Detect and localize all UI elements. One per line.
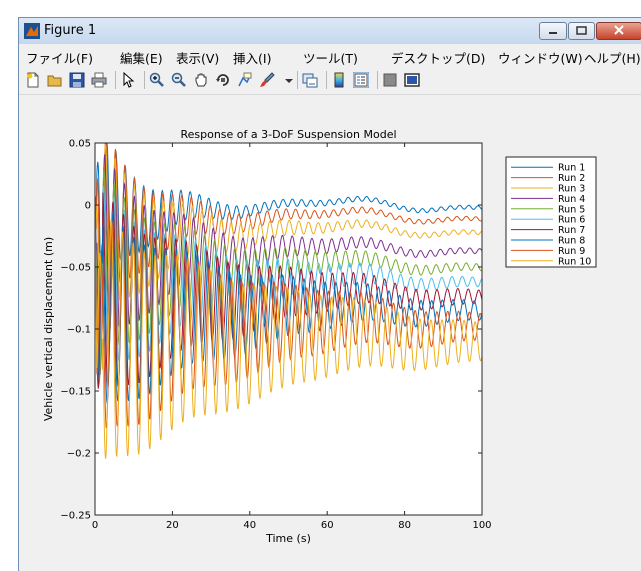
dropdown-arrow-icon[interactable] — [281, 72, 297, 88]
x-tick-label: 40 — [243, 520, 256, 531]
series-line-run-2 — [94, 142, 483, 343]
y-tick-label: −0.25 — [60, 511, 91, 522]
x-tick-label: 80 — [398, 520, 411, 531]
toolbar-separator — [326, 71, 327, 89]
menu-item-5[interactable]: デスクトップ(D) — [391, 51, 486, 66]
toolbar-separator — [377, 71, 378, 89]
show-plot-tools-icon[interactable] — [404, 72, 420, 88]
legend-label-run-9: Run 9 — [558, 246, 585, 257]
save-icon[interactable] — [69, 72, 85, 88]
series-line-run-4 — [94, 154, 483, 376]
rotate-3d-icon[interactable] — [215, 72, 231, 88]
menu-item-4[interactable]: ツール(T) — [303, 51, 358, 66]
menu-item-3[interactable]: 挿入(I) — [233, 51, 272, 66]
maximize-icon — [576, 26, 587, 35]
zoom-in-icon[interactable] — [149, 72, 165, 88]
brush-icon[interactable] — [259, 72, 275, 88]
y-tick-label: 0 — [85, 201, 91, 212]
series-line-run-10 — [94, 206, 483, 459]
y-tick-label: −0.05 — [60, 263, 91, 274]
toolbar-separator — [144, 71, 145, 89]
hide-plot-tools-icon[interactable] — [382, 72, 398, 88]
chart-title: Response of a 3-DoF Suspension Model — [180, 128, 396, 141]
menu-item-1[interactable]: 編集(E) — [120, 51, 163, 66]
x-tick-label: 60 — [321, 520, 334, 531]
legend-label-run-5: Run 5 — [558, 204, 585, 215]
menu-item-7[interactable]: ヘルプ(H) — [584, 51, 641, 66]
window-title: Figure 1 — [44, 23, 97, 38]
print-icon[interactable] — [91, 72, 107, 88]
ticks-layer: 0 20 40 60 80 100 0.05 0 −0.05 −0.1 −0.15 −0.2 −0.25 — [60, 139, 491, 532]
series-line-run-6 — [94, 186, 483, 386]
legend-label-run-8: Run 8 — [558, 236, 585, 247]
menu-item-0[interactable]: ファイル(F) — [26, 51, 93, 66]
close-button[interactable] — [596, 22, 641, 40]
minimize-button[interactable] — [539, 22, 567, 40]
series-line-run-3 — [94, 143, 483, 352]
y-tick-label: −0.15 — [60, 387, 91, 398]
zoom-out-icon[interactable] — [171, 72, 187, 88]
legend-label-run-3: Run 3 — [558, 184, 585, 195]
y-tick-label: −0.2 — [67, 449, 91, 460]
new-figure-icon[interactable] — [25, 72, 41, 88]
maximize-button[interactable] — [568, 22, 595, 40]
x-axis-label: Time (s) — [265, 532, 311, 545]
menu-bar: ファイル(F) 編集(E) 表示(V) 挿入(I) ツール(T) デスクトップ(D) ウィン… — [19, 44, 641, 66]
legend-label-run-2: Run 2 — [558, 173, 585, 184]
legend-box — [505, 156, 597, 268]
title-bar[interactable]: Figure 1 — [19, 18, 641, 44]
y-axis-label: Vehicle vertical displacement (m) — [42, 237, 55, 421]
series-line-run-5 — [94, 170, 482, 384]
series-layer — [94, 142, 483, 459]
link-plot-icon[interactable] — [302, 72, 318, 88]
series-line-run-1 — [94, 142, 483, 316]
legend-label-run-10: Run 10 — [558, 256, 591, 267]
toolbar-separator — [297, 71, 298, 89]
x-tick-label: 0 — [92, 520, 98, 531]
series-line-run-7 — [94, 192, 483, 390]
toolbar-separator — [115, 71, 116, 89]
figure-canvas[interactable]: 0 20 40 60 80 100 0.05 0 −0.05 −0.1 −0.15 −0.2 −0.25… — [19, 95, 641, 571]
colorbar-icon[interactable] — [331, 72, 347, 88]
x-tick-label: 20 — [166, 520, 179, 531]
open-file-icon[interactable] — [47, 72, 63, 88]
figure-toolbar — [19, 66, 641, 95]
figure-window: Figure 1 ファイル(F) 編集(E) 表示(V) 挿入(I) ツール(T) デスク… — [18, 17, 641, 571]
x-tick-label: 100 — [472, 520, 491, 531]
legend-icon[interactable] — [353, 72, 369, 88]
menu-item-6[interactable]: ウィンドウ(W) — [498, 51, 583, 66]
plot-area[interactable]: 0 20 40 60 80 100 0.05 0 −0.05 −0.1 −0.15 −0.2 −0.25… — [19, 95, 641, 571]
pointer-icon[interactable] — [120, 72, 136, 88]
legend-label-run-6: Run 6 — [558, 215, 585, 226]
matlab-figure-icon — [24, 23, 40, 39]
menu-item-2[interactable]: 表示(V) — [176, 51, 220, 66]
legend-label-run-4: Run 4 — [558, 194, 585, 205]
data-cursor-icon[interactable] — [237, 72, 253, 88]
pan-hand-icon[interactable] — [193, 72, 209, 88]
legend-label-run-1: Run 1 — [558, 163, 585, 174]
series-line-run-9 — [94, 204, 483, 429]
close-icon — [614, 25, 624, 35]
y-tick-label: 0.05 — [69, 139, 91, 150]
y-tick-label: −0.1 — [67, 325, 91, 336]
legend-label-run-7: Run 7 — [558, 225, 585, 236]
minimize-icon — [549, 32, 557, 34]
